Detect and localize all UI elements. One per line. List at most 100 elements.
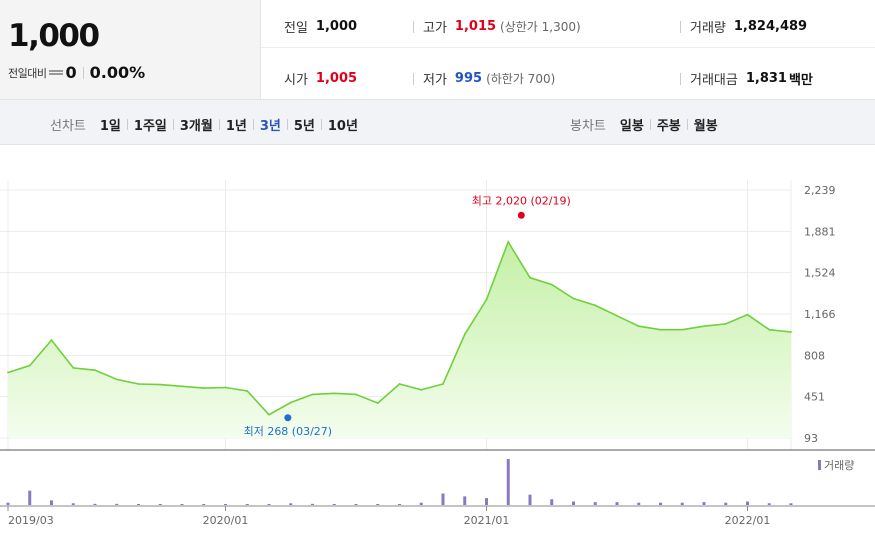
period-1d-button[interactable]: 1일 [99,119,121,134]
price-point [181,385,183,388]
divider [261,47,875,48]
divider [261,99,875,100]
volume-bar [311,503,314,505]
amount-label: 거래대금 [690,73,738,88]
price-point [507,240,510,243]
volume-bar [115,503,119,505]
candle-chart-title: 봉차트 [570,119,606,134]
y-tick-label: 451 [804,391,825,404]
price-point [637,325,640,328]
amount-unit: 백만 [788,73,813,88]
price-point [681,328,684,331]
price-point [7,371,9,374]
change-rate: 0.00% [89,63,146,82]
high-label: 고가 [423,21,447,36]
volume-bar [137,504,140,505]
volume-bar [376,504,380,505]
period-3m-button[interactable]: 3개월 [179,119,213,134]
divider [126,119,128,130]
price-point [768,328,771,331]
price-point [616,314,618,317]
volume-bar [506,459,510,505]
volume-label: 거래량 [690,21,726,36]
volume-bar [50,500,53,505]
price-point [311,393,314,396]
volume-bar [724,502,728,505]
chart-annotations: 최고 2,020 (02/19) 최저 268 (03/27) [244,194,571,437]
volume-bar [267,504,271,505]
volume-bar [158,504,162,505]
price-point [72,366,75,369]
price-point [246,390,249,392]
price-point [572,297,575,300]
divider [218,119,220,130]
price-point [485,298,488,301]
divider [413,20,414,33]
volume-bar [354,504,358,505]
price-point [202,387,205,389]
y-tick-label: 93 [804,432,818,445]
volume-bar [789,503,793,505]
volume-bar [702,502,706,505]
y-tick-label: 2,239 [804,184,836,197]
period-5y-button[interactable]: 5년 [293,119,315,134]
x-tick-label: 2019/03 [8,514,54,527]
volume-bar [680,502,684,505]
divider [286,119,288,130]
price-point [529,276,531,279]
candle-chart-periods: 봉차트 일봉 주봉 월봉 [570,115,718,134]
volume-value: 1,824,489 [733,19,808,34]
x-tick-label: 2022/01 [725,514,771,527]
open-value: 1,005 [315,71,358,86]
price-point [224,386,227,389]
price-point [137,383,140,385]
period-10y-button[interactable]: 10년 [327,119,358,134]
x-axis-ticks: 2019/03 2020/01 2021/01 2022/01 [7,506,771,527]
low-value: 995 [454,71,483,86]
volume-bar [593,502,597,505]
divider [252,119,254,130]
y-tick-label: 1,524 [804,267,836,280]
volume-bar [463,496,467,505]
volume-legend-label: 거래량 [824,459,854,472]
lower-limit: (하한가 700) [486,72,556,86]
price-point [550,283,553,286]
x-tick-label: 2020/01 [203,514,249,527]
prev-close-label: 전일 [284,21,308,36]
current-price: 1,000 [8,18,100,54]
high-marker [517,211,525,219]
period-1w-button[interactable]: 1주일 [133,119,167,134]
volume-bar [419,502,423,505]
price-point [442,383,444,385]
weekly-candle-button[interactable]: 주봉 [656,119,681,134]
high-annotation-label: 최고 2,020 (02/19) [472,194,571,207]
price-point [463,333,466,336]
daily-candle-button[interactable]: 일봉 [619,119,644,134]
price-point [398,383,401,385]
volume-bar [398,504,401,505]
open-stat: 시가 1,005 [284,69,357,88]
volume-bar [767,503,771,505]
price-points [7,240,792,416]
divider [649,119,651,130]
y-axis-ticks: 2,239 1,881 1,524 1,166 808 451 93 [804,184,836,445]
y-tick-label: 1,166 [804,308,836,321]
amount-stat: 거래대금 1,831 백만 [680,69,813,88]
price-point [333,392,336,395]
low-label: 저가 [423,73,447,88]
period-1y-button[interactable]: 1년 [225,119,247,134]
low-stat: 저가 995 (하한가 700) [413,69,555,88]
price-point [268,413,270,416]
price-point [94,369,96,372]
divider [82,66,84,79]
volume-bar [93,503,97,505]
divider [320,119,322,130]
price-point [746,313,749,316]
prev-close-value: 1,000 [315,19,358,34]
y-tick-label: 1,881 [804,225,836,238]
price-point [355,393,357,396]
monthly-candle-button[interactable]: 월봉 [693,119,718,134]
period-3y-button[interactable]: 3년 [259,119,281,134]
price-chart: 최고 2,020 (02/19) 최저 268 (03/27) 2,239 1,88… [0,180,875,527]
stock-summary: 1,000 전일대비 0 0.00% 전일 1,000 고가 1,015 (상한… [0,0,875,100]
